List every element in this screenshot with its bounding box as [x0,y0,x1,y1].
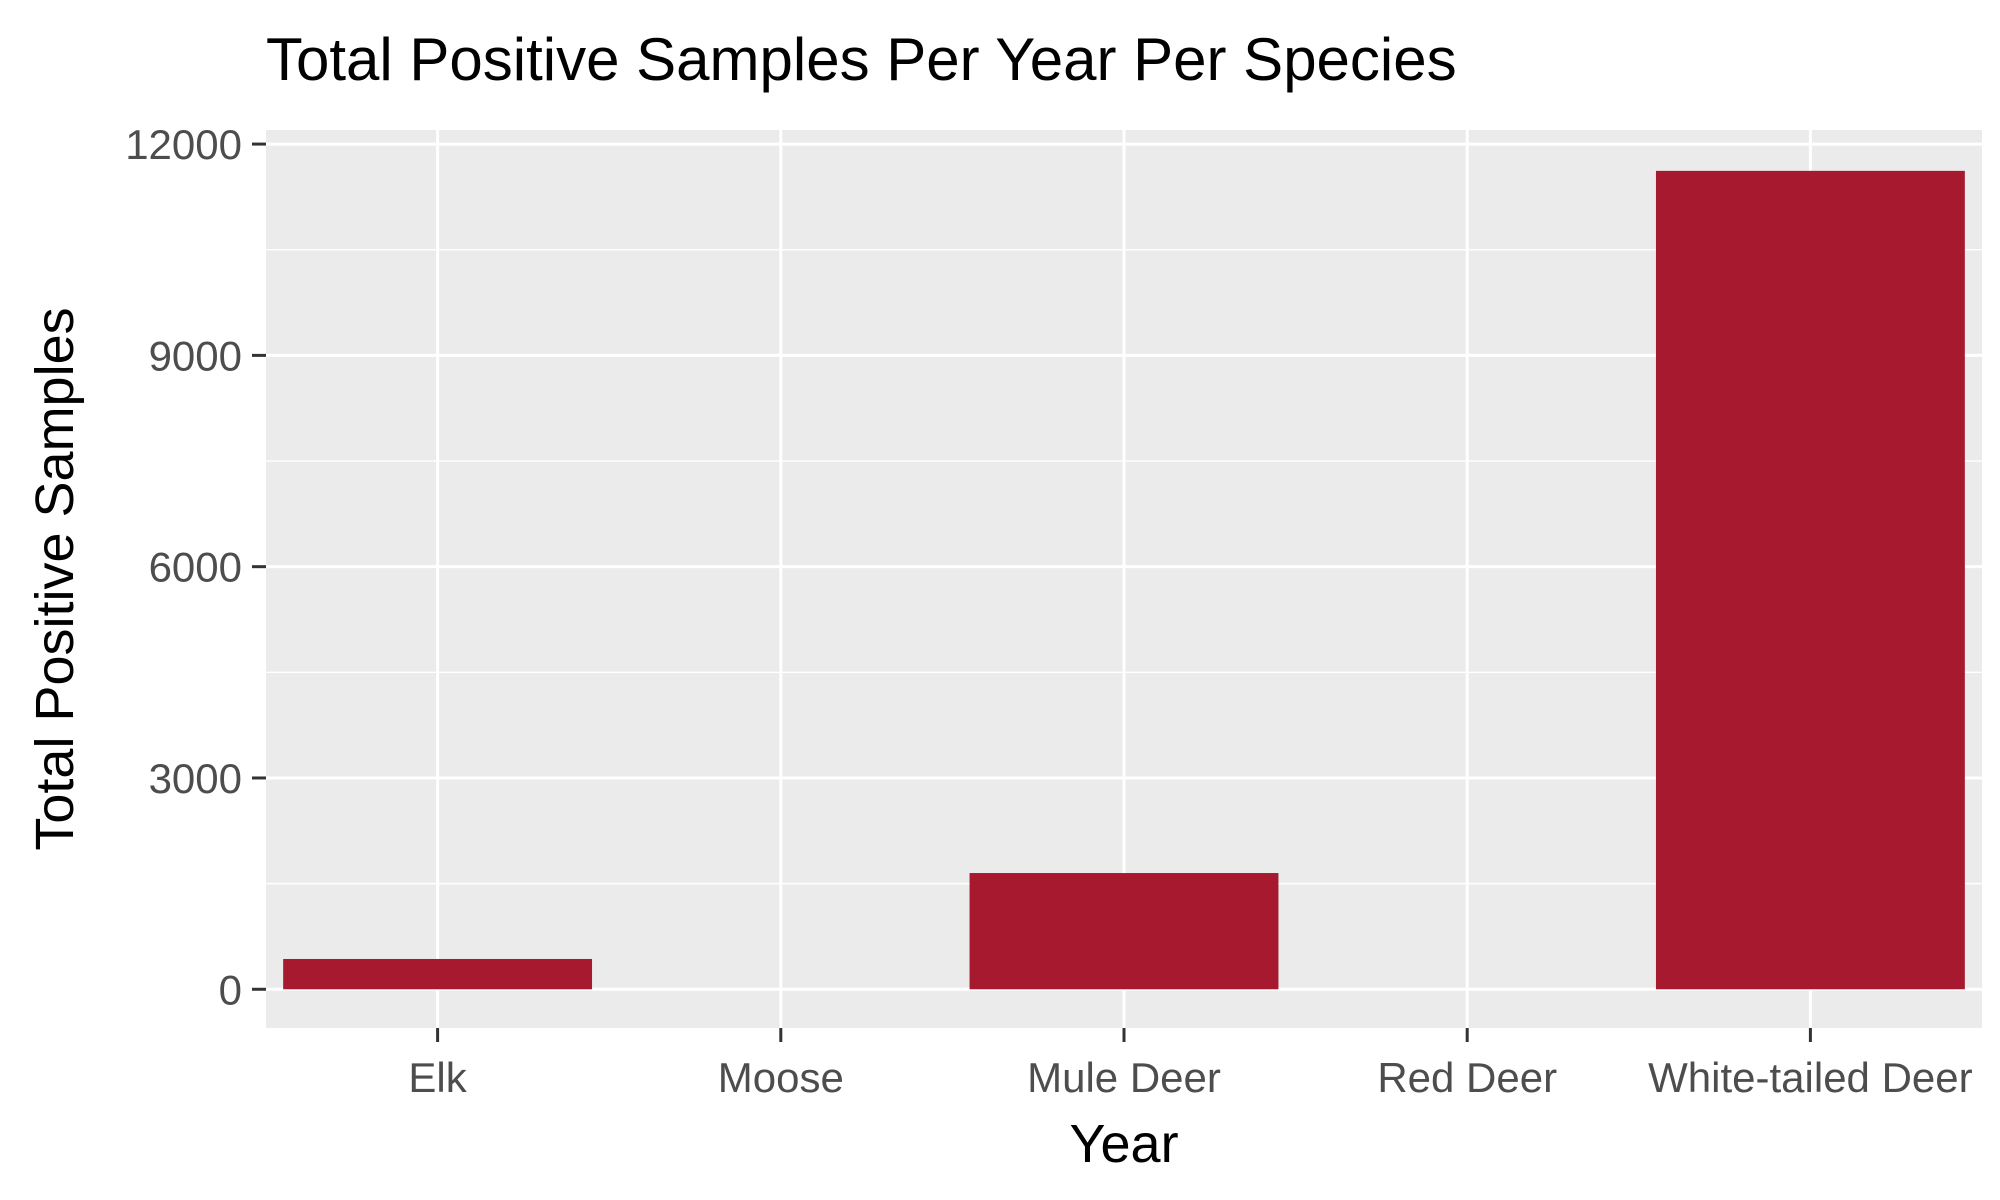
x-tick-label: Moose [718,1054,844,1101]
bar-white-tailed-deer [1655,170,1965,990]
y-tick-label: 3000 [149,755,242,802]
x-axis-ticks: Elk Moose Mule Deer Red Deer White-tailed De… [408,1028,1973,1101]
y-axis-title: Total Positive Samples [25,307,85,850]
y-tick-label: 6000 [149,544,242,591]
y-tick-label: 12000 [125,121,242,168]
y-tick-label: 9000 [149,332,242,379]
x-tick-label: Mule Deer [1027,1054,1221,1101]
bars [283,170,1965,990]
bar-elk [283,958,593,990]
x-tick-label: Red Deer [1377,1054,1557,1101]
x-tick-label: White-tailed Deer [1648,1054,1972,1101]
x-tick-label: Elk [408,1054,467,1101]
chart-title: Total Positive Samples Per Year Per Spec… [266,26,1457,93]
y-tick-label: 0 [219,966,242,1013]
y-axis-ticks: 0 3000 6000 9000 12000 [125,121,266,1013]
bar-mule-deer [969,873,1279,990]
x-axis-title: Year [1069,1114,1178,1174]
